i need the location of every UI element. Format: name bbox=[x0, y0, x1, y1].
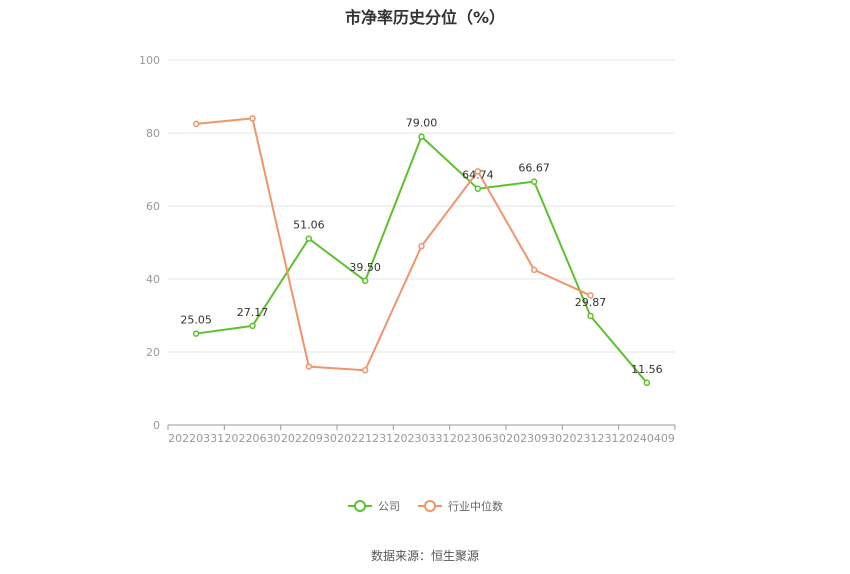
data-label: 66.67 bbox=[518, 162, 550, 175]
chart-title: 市净率历史分位（%） bbox=[344, 8, 506, 27]
data-point bbox=[587, 292, 594, 299]
legend-marker-0 bbox=[354, 500, 366, 512]
series-line-1 bbox=[196, 117, 591, 372]
x-tick-label: 20231231 bbox=[563, 432, 619, 445]
x-tick-label: 20220930 bbox=[281, 432, 337, 445]
data-point bbox=[249, 322, 256, 330]
data-point bbox=[643, 379, 651, 387]
series-line-0 bbox=[196, 135, 648, 384]
data-label: 64.74 bbox=[462, 169, 494, 182]
data-point bbox=[249, 115, 256, 122]
data-label: 11.56 bbox=[631, 363, 663, 376]
x-tick-label: 20240409 bbox=[619, 432, 675, 445]
data-point bbox=[305, 363, 313, 370]
data-label: 29.87 bbox=[575, 296, 607, 309]
x-tick-label: 20230630 bbox=[450, 432, 506, 445]
y-tick-label: 80 bbox=[146, 127, 160, 140]
data-point bbox=[418, 242, 425, 250]
data-point bbox=[474, 168, 482, 175]
y-tick-label: 20 bbox=[146, 346, 160, 359]
data-point bbox=[474, 185, 482, 192]
data-label: 25.05 bbox=[180, 314, 212, 327]
data-label: 27.17 bbox=[237, 306, 269, 319]
x-tick-label: 20230930 bbox=[506, 432, 562, 445]
data-label: 39.50 bbox=[349, 261, 381, 274]
x-tick-label: 20220630 bbox=[225, 432, 281, 445]
x-tick-label: 20220331 bbox=[168, 432, 224, 445]
x-tick-label: 20221231 bbox=[337, 432, 393, 445]
y-tick-label: 40 bbox=[146, 273, 160, 286]
data-point bbox=[305, 235, 313, 242]
data-label: 51.06 bbox=[293, 219, 325, 232]
data-point bbox=[361, 277, 369, 285]
data-point bbox=[418, 133, 425, 140]
y-tick-label: 0 bbox=[153, 419, 160, 432]
y-tick-label: 100 bbox=[139, 54, 160, 67]
data-point bbox=[530, 178, 538, 185]
data-point bbox=[192, 330, 200, 337]
data-label: 79.00 bbox=[406, 117, 438, 130]
data-source: 数据来源：恒生聚源 bbox=[370, 549, 479, 563]
legend-label-0: 公司 bbox=[378, 500, 400, 513]
x-tick-label: 20230331 bbox=[394, 432, 450, 445]
data-point bbox=[530, 266, 538, 274]
legend-label-1: 行业中位数 bbox=[448, 499, 503, 513]
legend-marker-1 bbox=[424, 500, 436, 512]
data-point bbox=[361, 367, 369, 374]
y-tick-label: 60 bbox=[146, 200, 160, 213]
data-point bbox=[587, 312, 594, 320]
data-point bbox=[192, 120, 200, 128]
